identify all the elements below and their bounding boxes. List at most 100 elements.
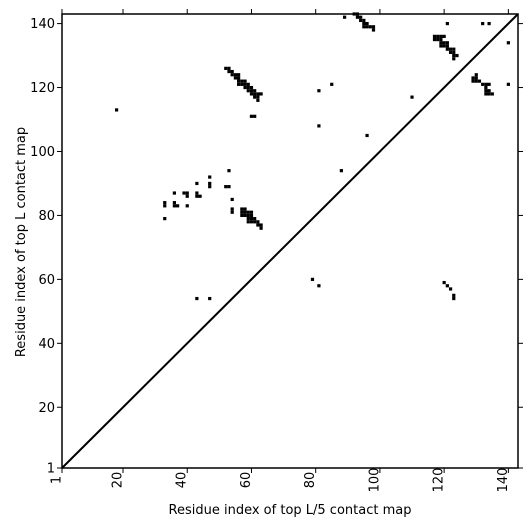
y-tick-label: 140 bbox=[30, 17, 55, 32]
contact-cell bbox=[439, 34, 443, 38]
contact-cell bbox=[452, 296, 456, 301]
x-tick-label: 100 bbox=[367, 468, 382, 493]
contact-cell bbox=[253, 89, 257, 93]
contact-cell bbox=[246, 89, 250, 93]
y-tick-label: 1 bbox=[47, 462, 55, 477]
contact-cell bbox=[487, 92, 491, 96]
contact-cell bbox=[237, 73, 241, 77]
contact-cell bbox=[365, 133, 369, 138]
contact-cell bbox=[243, 207, 247, 211]
contact-cell bbox=[471, 76, 475, 80]
contact-cell bbox=[195, 191, 199, 195]
contact-cell bbox=[439, 44, 443, 48]
contact-cell bbox=[355, 15, 360, 19]
contact-cell bbox=[484, 82, 488, 86]
contact-cell bbox=[240, 213, 244, 218]
contact-cell bbox=[362, 18, 366, 22]
contact-cell bbox=[474, 76, 478, 80]
contact-cell bbox=[224, 66, 228, 70]
contact-cell bbox=[474, 73, 478, 77]
contact-cell bbox=[484, 85, 488, 90]
contact-cell bbox=[317, 284, 321, 288]
contact-cell bbox=[230, 210, 234, 214]
contact-cell bbox=[256, 98, 260, 102]
contact-cell bbox=[249, 213, 254, 218]
contact-cell bbox=[249, 217, 254, 221]
contact-cell bbox=[445, 41, 449, 45]
contact-cell bbox=[477, 79, 482, 83]
contact-cell bbox=[330, 82, 334, 86]
contact-cell bbox=[362, 25, 366, 29]
contact-cell bbox=[317, 89, 321, 93]
contact-cell bbox=[368, 25, 372, 29]
contact-cell bbox=[256, 220, 260, 224]
contact-cell bbox=[455, 53, 459, 58]
contact-cell bbox=[442, 280, 446, 285]
contact-cell bbox=[445, 44, 449, 48]
contact-cell bbox=[246, 213, 250, 218]
contact-cell bbox=[442, 34, 446, 38]
contact-cell bbox=[445, 284, 449, 288]
contact-cell bbox=[484, 89, 488, 93]
contact-cell bbox=[208, 185, 212, 189]
contact-cell bbox=[237, 76, 241, 80]
contact-cell bbox=[445, 21, 449, 26]
contact-cell bbox=[172, 201, 176, 205]
contact-cell bbox=[195, 181, 199, 186]
contact-cell bbox=[253, 92, 257, 96]
contact-cell bbox=[227, 169, 231, 173]
contact-cell bbox=[253, 95, 257, 99]
contact-cell bbox=[243, 85, 247, 90]
y-tick-label: 20 bbox=[38, 401, 55, 416]
contact-cell bbox=[240, 82, 244, 86]
contact-cell bbox=[432, 34, 437, 38]
y-tick-label: 100 bbox=[30, 145, 55, 160]
diagonal-line bbox=[61, 13, 519, 469]
contact-cell bbox=[256, 223, 260, 227]
contact-cell bbox=[163, 217, 167, 221]
contact-cell bbox=[439, 37, 443, 42]
contact-cell bbox=[246, 217, 250, 221]
contact-cell bbox=[256, 95, 260, 99]
contact-cell bbox=[208, 181, 212, 186]
contact-cell bbox=[240, 79, 244, 83]
contact-cell bbox=[227, 69, 231, 74]
contact-cell bbox=[445, 47, 449, 51]
contact-cell bbox=[481, 21, 485, 26]
x-axis-label: Residue index of top L/5 contact map bbox=[169, 503, 412, 518]
contact-cell bbox=[233, 73, 238, 77]
contact-cell bbox=[230, 197, 234, 202]
contact-cell bbox=[317, 124, 321, 128]
contact-cell bbox=[246, 220, 250, 224]
contact-cell bbox=[487, 82, 491, 86]
contact-cell bbox=[249, 220, 254, 224]
contact-cell bbox=[471, 79, 475, 83]
x-tick-label: 60 bbox=[239, 472, 254, 489]
contact-cell bbox=[256, 92, 260, 96]
contact-cell bbox=[198, 194, 202, 198]
y-tick-label: 60 bbox=[38, 273, 55, 288]
contact-cell bbox=[185, 194, 189, 198]
contact-cell bbox=[249, 85, 254, 90]
contact-cell bbox=[246, 82, 250, 86]
contact-cell bbox=[442, 44, 446, 48]
contact-cell bbox=[249, 92, 254, 96]
contact-cell bbox=[224, 185, 228, 189]
contact-cell bbox=[246, 210, 250, 214]
contact-cell bbox=[436, 37, 440, 42]
x-tick-label: 40 bbox=[175, 472, 190, 489]
contact-cell bbox=[452, 293, 456, 297]
contact-cells bbox=[114, 12, 510, 301]
contact-cell bbox=[371, 28, 376, 32]
contact-cell bbox=[176, 204, 180, 208]
contact-cell bbox=[359, 18, 363, 22]
contact-cell bbox=[342, 15, 347, 19]
contact-cell bbox=[243, 79, 247, 83]
contact-cell bbox=[452, 57, 456, 61]
contact-cell bbox=[448, 50, 453, 54]
contact-cell bbox=[439, 41, 443, 45]
contact-cell bbox=[227, 66, 231, 70]
y-tick-label: 120 bbox=[30, 81, 55, 96]
contact-cell bbox=[172, 204, 176, 208]
